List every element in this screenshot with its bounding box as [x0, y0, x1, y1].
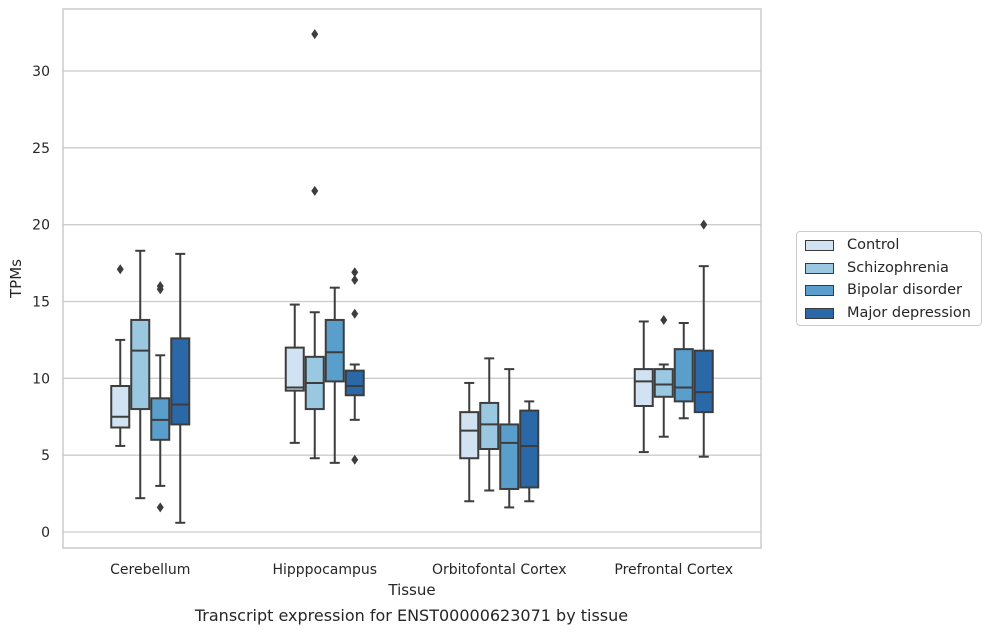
- legend-item-schizophrenia: Schizophrenia: [805, 259, 949, 277]
- x-axis-label: Tissue: [387, 581, 435, 599]
- plot-frame: [62, 8, 762, 549]
- outlier-point: [351, 267, 359, 278]
- outlier-point: [156, 502, 164, 513]
- legend-label-schizophrenia: Schizophrenia: [847, 260, 949, 276]
- y-tick-label: 5: [41, 448, 50, 464]
- legend-item-major-depression: Major depression: [805, 304, 971, 322]
- box-bipolar-disorder: [673, 348, 694, 403]
- box-major-depression: [170, 337, 191, 426]
- legend-swatch-major-depression: [805, 307, 834, 319]
- legend-swatch-control: [805, 239, 834, 251]
- x-tick-label: Orbitofontal Cortex: [432, 562, 567, 578]
- outlier-point: [351, 454, 359, 465]
- outlier-point: [700, 219, 708, 230]
- chart-legend: Control Schizophrenia Bipolar disorder M…: [796, 231, 982, 326]
- outlier-point: [156, 281, 164, 292]
- legend-swatch-schizophrenia: [805, 262, 834, 274]
- outlier-point: [311, 185, 319, 196]
- outlier-point: [116, 264, 124, 275]
- box-control: [633, 368, 654, 407]
- x-tick-label: Prefrontal Cortex: [614, 562, 733, 578]
- box-bipolar-disorder: [324, 318, 345, 383]
- chart-caption: Transcript expression for ENST0000062307…: [194, 606, 629, 625]
- box-major-depression: [344, 369, 365, 397]
- box-schizophrenia: [479, 401, 500, 451]
- box-control: [284, 346, 305, 392]
- box-bipolar-disorder: [499, 423, 520, 490]
- outlier-point: [311, 29, 319, 40]
- y-tick-label: 15: [32, 295, 50, 311]
- y-tick-label: 20: [32, 218, 50, 234]
- box-control: [110, 385, 131, 429]
- box-major-depression: [519, 409, 540, 489]
- legend-item-bipolar-disorder: Bipolar disorder: [805, 281, 962, 299]
- y-tick-label: 0: [41, 525, 50, 541]
- y-tick-label: 10: [32, 371, 50, 387]
- legend-label-bipolar-disorder: Bipolar disorder: [847, 282, 962, 298]
- legend-label-control: Control: [847, 237, 900, 253]
- x-tick-label: Cerebellum: [110, 562, 190, 578]
- legend-swatch-bipolar-disorder: [805, 284, 834, 296]
- outlier-point: [351, 274, 359, 285]
- y-tick-label: 25: [32, 141, 50, 157]
- box-major-depression: [693, 349, 714, 414]
- box-control: [459, 411, 480, 460]
- outlier-point: [660, 314, 668, 325]
- y-axis-label: TPMs: [7, 259, 25, 299]
- box-schizophrenia: [130, 318, 151, 411]
- y-tick-label: 30: [32, 64, 50, 80]
- x-tick-label: Hipppocampus: [272, 562, 377, 578]
- outlier-point: [351, 308, 359, 319]
- legend-item-control: Control: [805, 236, 899, 254]
- box-schizophrenia: [653, 368, 674, 398]
- legend-label-major-depression: Major depression: [847, 305, 971, 321]
